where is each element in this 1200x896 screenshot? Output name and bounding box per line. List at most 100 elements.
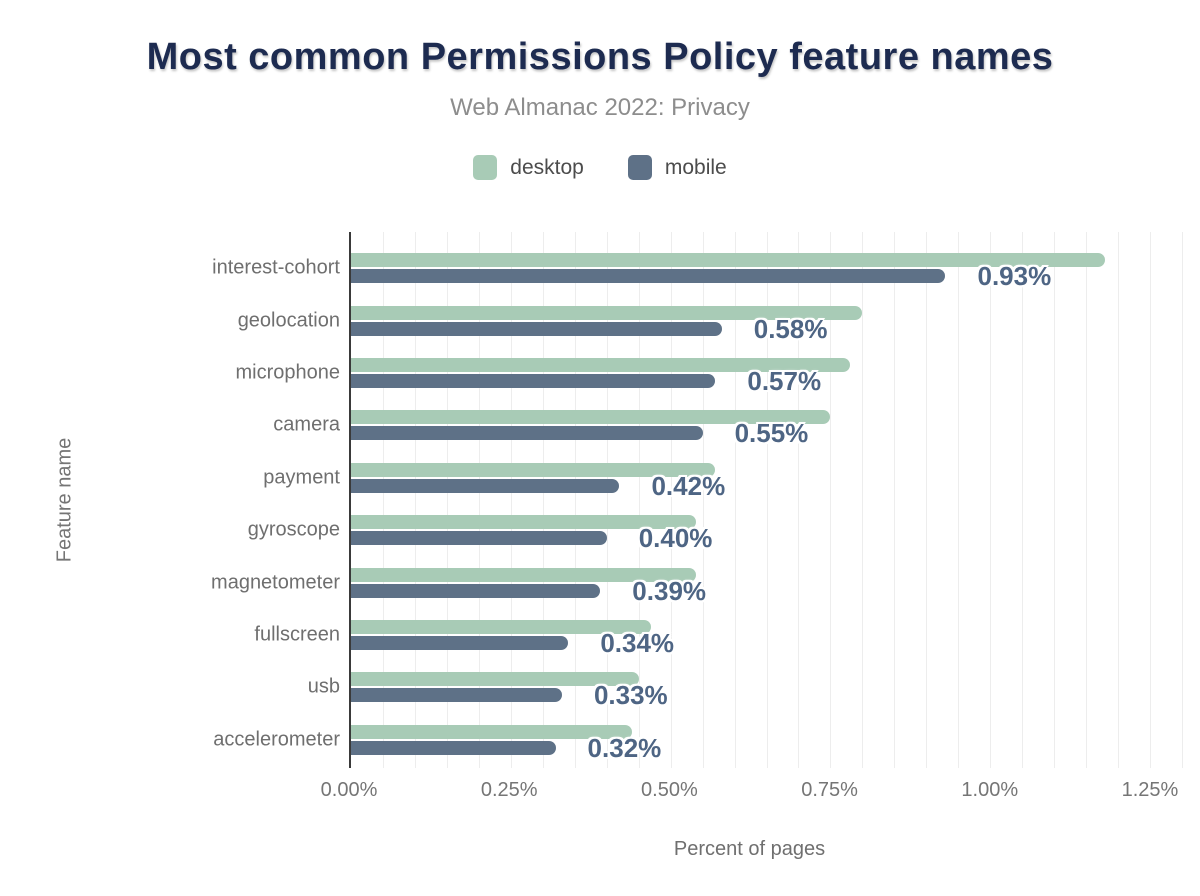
value-label: 0.57%	[747, 366, 822, 397]
bar-desktop[interactable]	[351, 672, 639, 687]
gridline	[1150, 232, 1152, 768]
gridline	[670, 232, 672, 768]
value-label: 0.93%	[977, 261, 1052, 292]
x-tick-label: 1.25%	[1121, 779, 1179, 801]
category-label: camera	[273, 413, 340, 436]
gridline	[1054, 232, 1056, 768]
x-tick-label: 0.00%	[320, 779, 378, 801]
gridline	[1022, 232, 1024, 768]
bar-mobile[interactable]	[351, 636, 569, 651]
bar-group-row: usb 0.33%	[308, 661, 1182, 713]
bar-desktop[interactable]	[351, 567, 697, 582]
gridline	[830, 232, 832, 768]
bar-group-row: accelerometer 0.32%	[213, 714, 1182, 766]
value-label: 0.58%	[753, 313, 828, 344]
gridline	[1182, 232, 1183, 768]
bar-mobile[interactable]	[351, 321, 722, 336]
gridline	[638, 232, 640, 768]
gridline	[606, 232, 608, 768]
bar-mobile[interactable]	[351, 740, 556, 755]
category-label: interest-cohort	[212, 256, 340, 279]
gridline	[510, 232, 512, 768]
bar-mobile[interactable]	[351, 426, 703, 441]
x-tick-label: 0.25%	[480, 779, 538, 801]
gridline	[1118, 232, 1120, 768]
x-tick-label: 0.75%	[801, 779, 858, 801]
bar-mobile[interactable]	[351, 583, 601, 598]
y-axis-title: Feature name	[53, 437, 76, 563]
gridline	[734, 232, 736, 768]
gridline	[478, 232, 480, 768]
x-axis-ticks: 0.00% 0.25% 0.50% 0.75% 1.00% 1.25%	[321, 779, 1182, 803]
bar-group-row: payment 0.42%	[263, 452, 1182, 504]
category-label: accelerometer	[213, 728, 340, 751]
bar-desktop[interactable]	[351, 410, 831, 425]
bar-group-row: interest-cohort 0.93%	[212, 242, 1182, 294]
gridline	[574, 232, 576, 768]
bar-desktop[interactable]	[351, 305, 863, 320]
gridline	[990, 232, 992, 768]
bar-group-row: microphone 0.57%	[235, 347, 1182, 399]
legend-item-desktop: desktop	[473, 155, 584, 180]
value-label: 0.34%	[600, 628, 675, 659]
bar-pair	[351, 253, 1182, 284]
bar-desktop[interactable]	[351, 253, 1106, 268]
gridline	[702, 232, 704, 768]
gridline	[1086, 232, 1088, 768]
x-axis-title: Percent of pages	[349, 838, 1182, 861]
value-label: 0.39%	[632, 575, 707, 606]
bar-group-row: magnetometer 0.39%	[211, 556, 1182, 608]
value-label: 0.42%	[651, 470, 726, 501]
value-label: 0.55%	[734, 418, 809, 449]
gridline	[766, 232, 768, 768]
bar-pair	[351, 672, 1182, 703]
category-label: geolocation	[237, 309, 340, 332]
gridline	[798, 232, 800, 768]
bar-group-row: gyroscope 0.40%	[248, 504, 1182, 556]
bar-desktop[interactable]	[351, 620, 652, 635]
bar-mobile[interactable]	[351, 374, 716, 389]
category-label: gyroscope	[247, 518, 340, 541]
gridline	[542, 232, 544, 768]
category-label: payment	[263, 466, 340, 489]
bar-mobile[interactable]	[351, 531, 607, 546]
legend-item-mobile: mobile	[627, 155, 727, 180]
bar-pair	[351, 358, 1182, 389]
gridline	[382, 232, 384, 768]
legend-label-mobile: mobile	[664, 155, 727, 179]
category-label: usb	[307, 675, 340, 698]
bar-pair	[351, 462, 1182, 493]
bar-desktop[interactable]	[351, 358, 850, 373]
category-label: magnetometer	[211, 571, 340, 594]
bar-pair	[351, 515, 1182, 546]
gridline	[446, 232, 448, 768]
legend: desktop mobile	[0, 155, 1200, 180]
bar-group-row: camera 0.55%	[273, 399, 1182, 451]
legend-label-desktop: desktop	[510, 155, 584, 179]
bar-pair	[351, 620, 1182, 651]
x-axis-title-text: Percent of pages	[673, 838, 826, 860]
bar-mobile[interactable]	[351, 478, 620, 493]
plot-area: interest-cohort 0.93% geolocation 0.58% micr…	[211, 232, 1183, 768]
bar-mobile[interactable]	[351, 688, 562, 703]
bar-mobile[interactable]	[351, 269, 946, 284]
mobile-swatch-icon	[627, 155, 652, 180]
gridline	[958, 232, 960, 768]
bar-desktop[interactable]	[351, 515, 697, 530]
chart-subtitle: Web Almanac 2022: Privacy	[450, 94, 750, 121]
gridline	[894, 232, 896, 768]
gridline	[926, 232, 928, 768]
bar-group-row: geolocation 0.58%	[238, 294, 1182, 346]
bar-rows: interest-cohort 0.93% geolocation 0.58% micr…	[211, 242, 1182, 766]
chart-title: Most common Permissions Policy feature n…	[146, 36, 1054, 78]
value-label: 0.32%	[587, 732, 662, 763]
gridline	[862, 232, 864, 768]
x-tick-label: 1.00%	[961, 779, 1019, 801]
bar-pair	[351, 410, 1182, 441]
bar-pair	[351, 724, 1182, 755]
category-label: microphone	[235, 361, 340, 384]
bar-desktop[interactable]	[351, 462, 716, 477]
bar-desktop[interactable]	[351, 724, 633, 739]
bar-group-row: fullscreen 0.34%	[254, 609, 1182, 661]
